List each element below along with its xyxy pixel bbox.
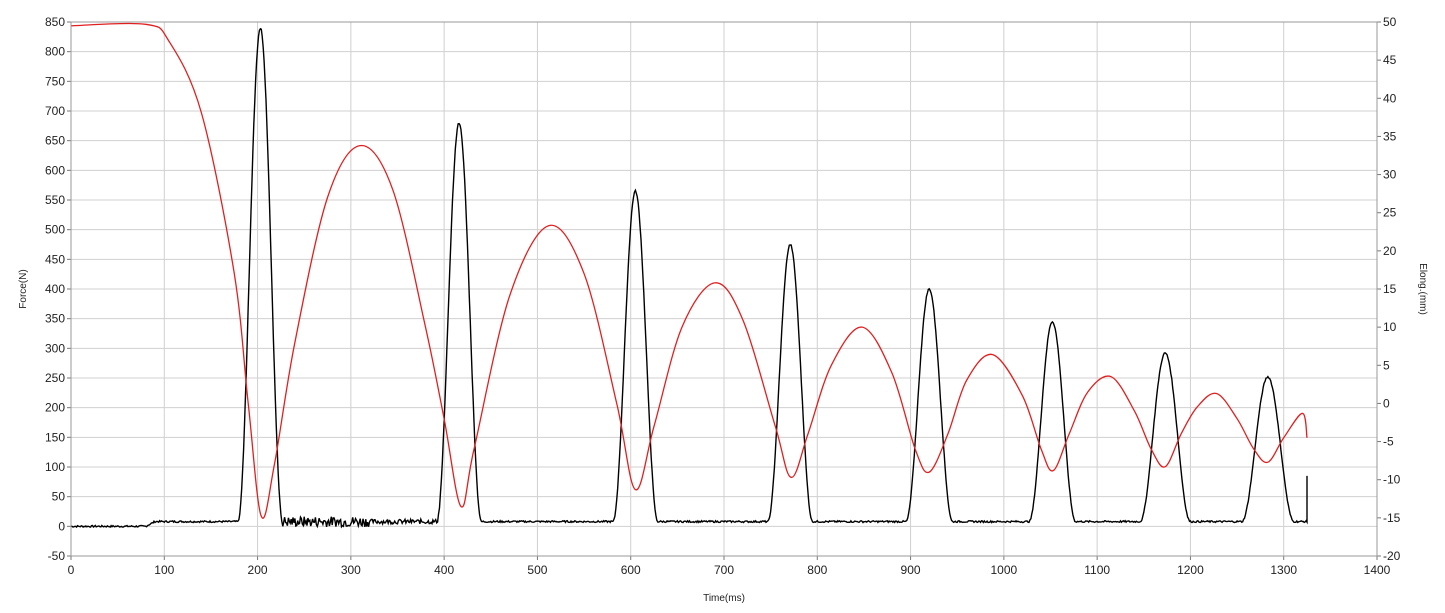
- x-tick-label: 200: [248, 563, 268, 577]
- y-tick-label: -50: [48, 549, 66, 563]
- y-axis-title: Force(N): [18, 269, 29, 308]
- y-tick-label: 50: [52, 490, 66, 504]
- y2-tick-label: 10: [1383, 320, 1397, 334]
- x-tick-label: 700: [714, 563, 734, 577]
- series-line-elongation: [70, 22, 1308, 519]
- y2-tick-label: 25: [1383, 206, 1397, 220]
- series: [70, 22, 1308, 529]
- x-tick-label: 400: [434, 563, 454, 577]
- x-axis-title: Time(ms): [703, 593, 745, 604]
- x-tick-label: 1100: [1084, 563, 1110, 577]
- y2-tick-label: 15: [1383, 282, 1397, 296]
- x-tick-label: 300: [341, 563, 361, 577]
- plot-frame: [70, 21, 1378, 557]
- y-tick-label: 850: [45, 15, 65, 29]
- y2-tick-label: -15: [1383, 511, 1401, 525]
- y-tick-label: 100: [45, 460, 65, 474]
- grid: [70, 21, 1378, 557]
- y-tick-label: 350: [45, 312, 65, 326]
- y-tick-label: 800: [45, 45, 65, 59]
- x-tick-label: 800: [807, 563, 827, 577]
- y2-tick-label: -20: [1383, 549, 1401, 563]
- y-tick-label: 0: [58, 519, 65, 533]
- y-tick-label: 550: [45, 193, 65, 207]
- y-tick-label: 450: [45, 252, 65, 266]
- x-tick-label: 1300: [1270, 563, 1297, 577]
- x-tick-label: 1200: [1177, 563, 1204, 577]
- y-tick-label: 700: [45, 104, 65, 118]
- x-tick-label: 1400: [1364, 563, 1391, 577]
- y2-tick-label: -10: [1383, 473, 1401, 487]
- y2-tick-label: 45: [1383, 53, 1397, 67]
- x-tick-label: 100: [154, 563, 174, 577]
- x-tick-label: 600: [621, 563, 641, 577]
- y2-tick-label: 20: [1383, 244, 1397, 258]
- y-tick-label: 300: [45, 341, 65, 355]
- y-tick-label: 250: [45, 371, 65, 385]
- y2-tick-label: 40: [1383, 91, 1397, 105]
- y-tick-label: 750: [45, 74, 65, 88]
- y-tick-label: 200: [45, 401, 65, 415]
- y2-tick-label: 5: [1383, 358, 1390, 372]
- y2-axis-title: Elong.(mm): [1417, 263, 1428, 315]
- x-tick-label: 500: [527, 563, 547, 577]
- y-tick-label: 400: [45, 282, 65, 296]
- ticks: 0 100 200 300 400 500 600 700 800 900 1000 1100 1200…: [45, 15, 1401, 577]
- y2-tick-label: 30: [1383, 168, 1397, 182]
- y-tick-label: 650: [45, 134, 65, 148]
- y2-tick-label: 50: [1383, 15, 1397, 29]
- y2-tick-label: -5: [1383, 435, 1394, 449]
- y-tick-label: 150: [45, 430, 65, 444]
- x-tick-label: 0: [68, 563, 75, 577]
- y-tick-label: 500: [45, 223, 65, 237]
- x-tick-label: 900: [901, 563, 921, 577]
- x-tick-label: 1000: [991, 563, 1018, 577]
- y2-tick-label: 0: [1383, 396, 1390, 410]
- y2-tick-label: 35: [1383, 129, 1397, 143]
- y-tick-label: 600: [45, 163, 65, 177]
